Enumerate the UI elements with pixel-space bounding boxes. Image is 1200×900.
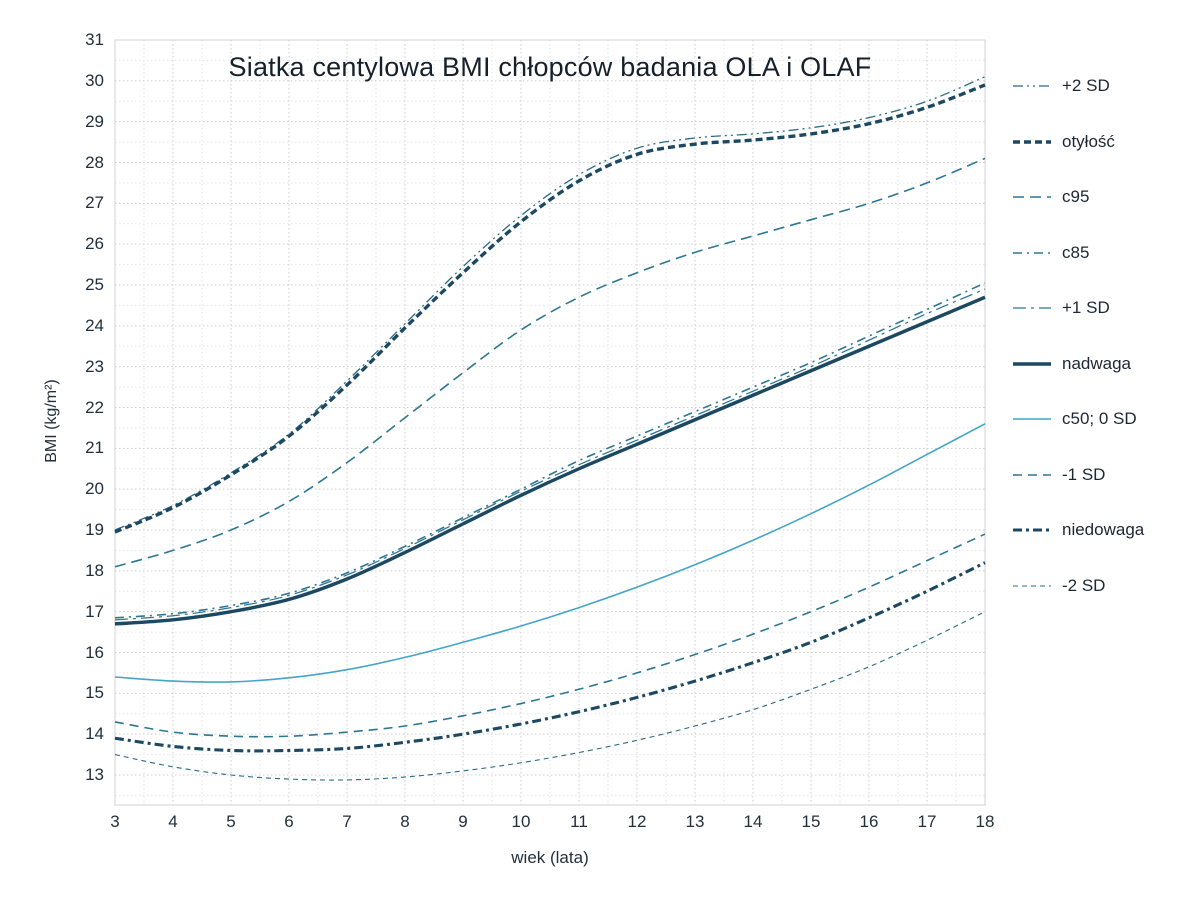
x-tick-label: 18 — [975, 812, 995, 831]
x-tick-label: 9 — [458, 812, 468, 831]
legend-item-+2-sd: +2 SD — [1012, 75, 1110, 97]
x-tick-label: 4 — [168, 812, 178, 831]
series-line-c85 — [114, 282, 986, 619]
legend-line-sample — [1013, 528, 1051, 532]
x-tick-label: 14 — [743, 812, 763, 831]
series-line-c50-0-sd — [114, 423, 986, 683]
x-tick-label: 3 — [110, 812, 120, 831]
legend-item-c50-0-sd: c50; 0 SD — [1012, 408, 1137, 430]
y-tick-label: 22 — [85, 397, 104, 417]
chart-title: Siatka centylowa BMI chłopców badania OL… — [228, 52, 872, 82]
legend-item-nadwaga: nadwaga — [1012, 353, 1131, 375]
legend-line-sample — [1013, 85, 1051, 87]
legend-label: +2 SD — [1062, 76, 1110, 95]
legend-line-sample — [1013, 361, 1051, 366]
y-tick-label: 15 — [85, 683, 104, 703]
y-tick-label: 26 — [85, 234, 104, 254]
x-tick-label: 15 — [801, 812, 821, 831]
legend-line-sample — [1013, 307, 1051, 309]
x-tick-label: 10 — [511, 812, 531, 831]
legend-line-sample — [1013, 584, 1051, 587]
legend-label: -1 SD — [1062, 464, 1106, 484]
legend-line-sample — [1013, 196, 1051, 198]
x-tick-label: 12 — [627, 812, 647, 831]
legend-label: c95 — [1062, 187, 1090, 206]
x-tick-label: 8 — [400, 812, 410, 831]
y-tick-label: 16 — [85, 642, 104, 662]
legend-line-sample — [1013, 418, 1051, 420]
y-tick-label: 14 — [85, 724, 104, 744]
legend-line-sample — [1013, 139, 1051, 144]
series-line-niedowaga — [114, 561, 986, 753]
y-tick-label: 17 — [85, 601, 104, 621]
x-tick-label: 13 — [685, 812, 705, 831]
legend-item-niedowaga: niedowaga — [1012, 519, 1144, 541]
y-tick-label: 29 — [85, 111, 104, 131]
legend-label: otyłość — [1062, 131, 1115, 151]
y-tick-label: 18 — [85, 560, 104, 580]
x-tick-label: 6 — [284, 812, 294, 831]
x-axis-title: wiek (lata) — [511, 848, 589, 867]
series-line--2-sd — [114, 611, 986, 781]
legend-item-+1-sd: +1 SD — [1012, 297, 1110, 319]
series-line-+1-sd — [114, 288, 986, 621]
legend-item-oty-o-: otyłość — [1012, 131, 1115, 153]
legend-item-c95: c95 — [1012, 186, 1089, 208]
x-tick-label: 7 — [342, 812, 352, 831]
legend-label: nadwaga — [1062, 353, 1132, 373]
legend-label: +1 SD — [1062, 298, 1110, 317]
plot-border — [114, 39, 986, 806]
series-line-c95 — [114, 157, 986, 568]
legend-item-c85: c85 — [1012, 242, 1089, 264]
legend-label: -2 SD — [1062, 575, 1106, 595]
x-tick-label: 5 — [226, 812, 236, 831]
legend-line-sample — [1013, 251, 1051, 254]
y-tick-label: 21 — [85, 438, 104, 458]
series-line--1-sd — [114, 533, 986, 738]
legend-label: c85 — [1062, 242, 1090, 262]
y-tick-label: 30 — [85, 70, 104, 90]
y-tick-label: 23 — [85, 356, 104, 376]
legend-line-sample — [1013, 473, 1051, 476]
x-tick-label: 16 — [859, 812, 879, 831]
legend-item--2-sd: -2 SD — [1012, 575, 1105, 597]
y-tick-label: 27 — [85, 193, 104, 213]
y-tick-label: 25 — [85, 275, 104, 294]
legend-label: c50; 0 SD — [1062, 409, 1137, 428]
series-line-nadwaga — [114, 295, 986, 626]
legend-label: niedowaga — [1062, 520, 1145, 539]
x-tick-label: 11 — [570, 812, 588, 831]
y-tick-label: 20 — [85, 479, 104, 499]
y-tick-label: 19 — [85, 520, 104, 539]
y-tick-label: 24 — [85, 315, 104, 335]
y-tick-label: 31 — [85, 30, 104, 49]
legend-item--1-sd: -1 SD — [1012, 464, 1105, 486]
y-tick-label: 13 — [85, 765, 104, 784]
y-tick-label: 28 — [85, 152, 104, 172]
x-tick-label: 17 — [917, 812, 937, 831]
